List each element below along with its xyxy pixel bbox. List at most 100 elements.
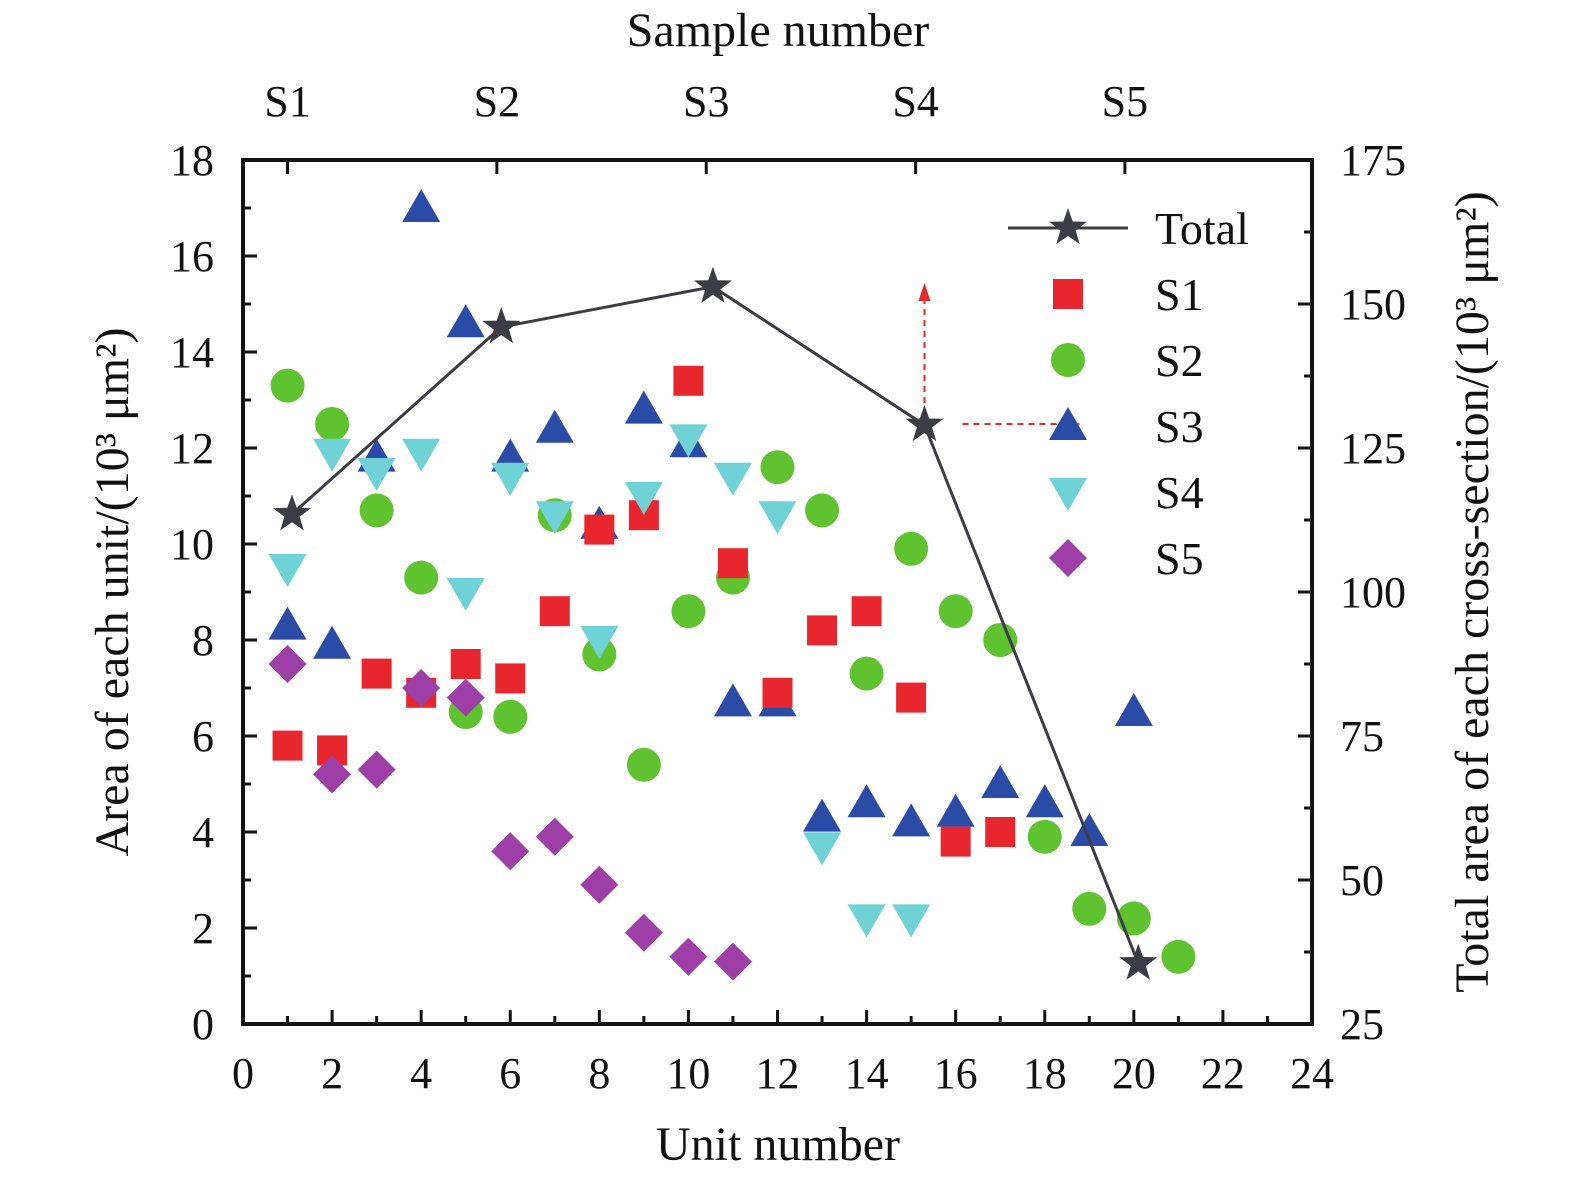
- y-tick-label: 16: [170, 232, 214, 281]
- point-s2: [359, 493, 394, 528]
- series-total: [273, 266, 1158, 980]
- x-tick-label: 20: [1112, 1049, 1156, 1098]
- point-s4: [313, 438, 352, 472]
- point-s2: [270, 368, 305, 403]
- plot-frame: [241, 158, 1314, 1026]
- point-s1: [762, 677, 793, 708]
- point-s3: [981, 765, 1020, 798]
- legend-item-s4: S4: [1049, 467, 1204, 518]
- x2-tick-label: S4: [892, 77, 938, 126]
- point-s5: [313, 755, 352, 794]
- point-s2: [671, 594, 706, 629]
- point-s3: [402, 189, 441, 222]
- legend: Total S1 S2 S3 S4 S5: [1008, 203, 1249, 584]
- point-s1: [807, 615, 838, 646]
- point-total: [905, 405, 944, 442]
- legend-marker-s4: [1049, 478, 1087, 511]
- point-s4: [580, 626, 619, 659]
- legend-label: S4: [1155, 467, 1204, 518]
- x2-tick-label: S1: [264, 77, 310, 126]
- point-s1: [985, 817, 1016, 847]
- legend-label: Total: [1155, 203, 1249, 254]
- point-s5: [713, 942, 752, 981]
- point-s4: [892, 904, 931, 938]
- point-s2: [1027, 819, 1062, 854]
- point-s1: [584, 514, 615, 545]
- y-tick-label: 2: [192, 904, 214, 953]
- total-line: [291, 285, 1140, 965]
- legend-item-s1: S1: [1053, 269, 1204, 320]
- point-s2: [894, 531, 929, 566]
- point-s2: [404, 560, 439, 595]
- point-s5: [446, 678, 485, 717]
- point-s2: [983, 623, 1018, 657]
- legend-label: S3: [1155, 401, 1204, 452]
- point-s5: [624, 913, 663, 952]
- legend-marker-total: [1049, 208, 1087, 245]
- legend-item-s3: S3: [1049, 401, 1204, 452]
- point-s5: [357, 750, 396, 789]
- point-s5: [580, 865, 619, 904]
- point-s4: [268, 554, 307, 587]
- point-s5: [268, 645, 307, 683]
- point-s2: [1072, 891, 1107, 926]
- x-tick-label: 0: [232, 1049, 254, 1098]
- y-tick-label: 6: [192, 712, 214, 761]
- point-s4: [669, 424, 708, 458]
- series-s2: [270, 368, 1196, 974]
- point-s2: [626, 747, 661, 782]
- point-s2: [493, 699, 528, 734]
- point-s3: [535, 409, 574, 443]
- y2-tick-label: 150: [1340, 280, 1406, 329]
- point-s3: [1070, 813, 1109, 846]
- point-s4: [446, 578, 485, 611]
- point-s3: [313, 625, 352, 659]
- point-s3: [892, 803, 931, 837]
- point-s3: [1025, 784, 1064, 818]
- x-tick-label: 8: [588, 1049, 610, 1098]
- point-s4: [803, 832, 842, 866]
- legend-marker-s3: [1049, 407, 1087, 440]
- tick-labels: 0 2 4 6 8 10 12 14 16 18 20 22 240246810121416182550…: [170, 77, 1406, 1098]
- y-tick-label: 4: [192, 808, 214, 857]
- y2-axis-title: Total area of each cross-section/(10³ μm…: [1446, 191, 1499, 993]
- point-s1: [940, 826, 971, 857]
- series-s4: [268, 424, 931, 938]
- legend-marker-s2: [1051, 343, 1085, 377]
- x-tick-label: 18: [1023, 1049, 1067, 1098]
- x-axis-title: Unit number: [656, 1118, 900, 1171]
- y-tick-label: 18: [170, 136, 214, 185]
- series-s5: [268, 645, 752, 981]
- point-s4: [713, 462, 752, 496]
- x-tick-label: 22: [1201, 1049, 1245, 1098]
- axis-ticks: [241, 158, 1314, 1026]
- x-tick-label: 12: [756, 1049, 800, 1098]
- x-tick-label: 24: [1290, 1049, 1334, 1098]
- point-total: [693, 266, 732, 303]
- point-total: [482, 307, 521, 344]
- x2-tick-label: S3: [683, 77, 729, 126]
- point-s3: [803, 798, 842, 832]
- point-s5: [535, 817, 574, 856]
- legend-item-total: Total: [1008, 203, 1249, 254]
- point-total: [1119, 943, 1158, 980]
- x-tick-label: 4: [410, 1049, 432, 1098]
- arrow-up-head: [918, 282, 931, 301]
- x2-tick-label: S5: [1102, 77, 1148, 126]
- point-s3: [446, 304, 485, 338]
- x-tick-label: 2: [321, 1049, 343, 1098]
- point-s2: [805, 493, 840, 528]
- point-s1: [851, 596, 882, 627]
- y-tick-label: 12: [170, 424, 214, 473]
- x2-axis-title: Sample number: [627, 4, 930, 57]
- point-s5: [402, 669, 441, 707]
- point-s5: [491, 832, 530, 871]
- y-tick-label: 14: [170, 328, 214, 377]
- legend-label: S5: [1155, 533, 1204, 584]
- point-s1: [717, 548, 748, 579]
- point-s4: [535, 501, 574, 535]
- x-tick-label: 6: [499, 1049, 521, 1098]
- point-s4: [758, 501, 797, 535]
- point-s1: [495, 663, 526, 694]
